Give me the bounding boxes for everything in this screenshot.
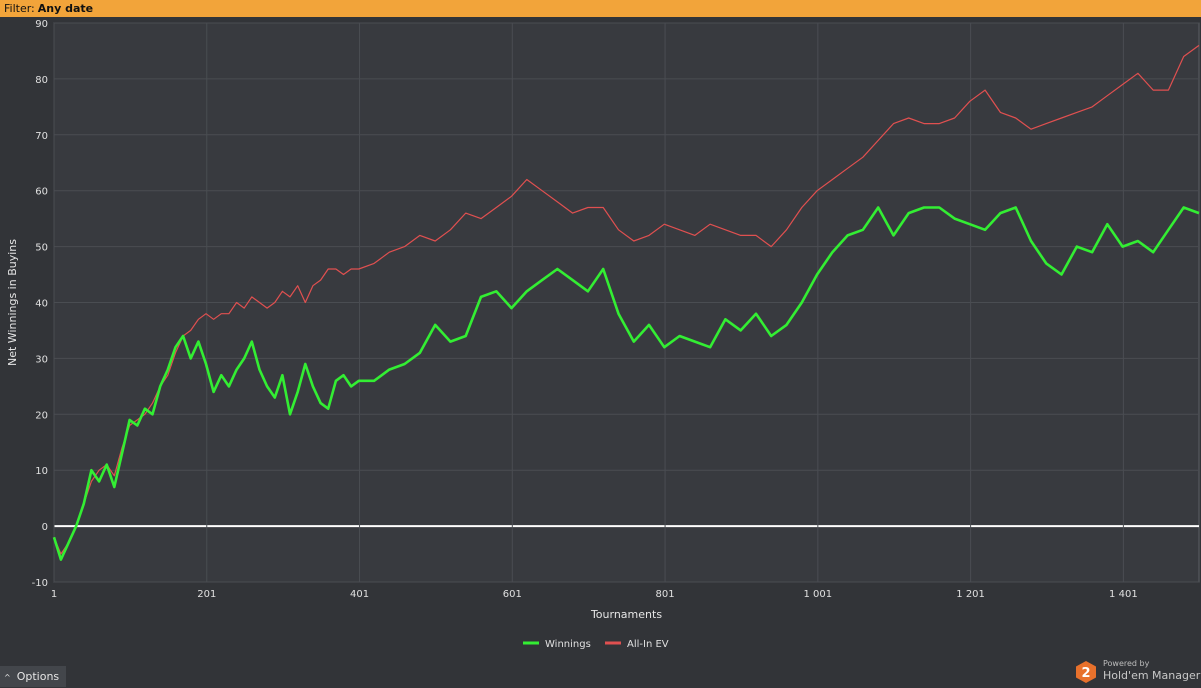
filter-bar[interactable]: Filter: Any date [0,0,1201,17]
powered-by-text: Powered by [1103,659,1150,668]
chart-legend: Winnings All-In EV [523,639,669,650]
x-tick-label: 1 001 [804,589,833,600]
legend-item-all-in-ev: All-In EV [605,639,669,650]
x-tick-label: 201 [197,589,216,600]
badge-number: 2 [1081,666,1090,681]
options-button[interactable]: ^ Options [0,666,66,687]
y-tick-label: 60 [35,187,48,198]
y-tick-label: 80 [35,75,48,86]
x-tick-label: 1 [51,589,57,600]
y-tick-label: -10 [32,578,48,589]
series-winnings [52,206,1200,561]
series-all-in-ev [53,44,1200,555]
x-tick-label: 401 [350,589,369,600]
legend-label: All-In EV [627,639,669,650]
brand-logo: 2 Powered by Hold'em Manager [1074,658,1201,687]
x-tick-label: 801 [656,589,675,600]
product-name: Hold'em Manager [1103,669,1201,682]
y-tick-label: 50 [35,243,48,254]
y-tick-label: 0 [42,522,48,533]
winnings-chart: -10 0 10 20 30 40 50 60 70 80 90 1 201 401 601 801 1 00… [6,19,1200,650]
legend-label: Winnings [545,639,591,650]
y-tick-label: 40 [35,299,48,310]
x-axis-title: Tournaments [590,608,662,621]
y-tick-label: 70 [35,131,48,142]
y-tick-label: 90 [35,19,48,30]
y-tick-label: 20 [35,410,48,421]
caret-up-icon: ^ [4,673,11,682]
filter-label: Filter: [4,2,35,15]
legend-item-winnings: Winnings [523,639,591,650]
x-tick-label: 1 201 [956,589,985,600]
y-tick-label: 30 [35,354,48,365]
hm2-logo-icon: 2 [1076,661,1096,683]
y-axis-title: Net Winnings in Buyins [6,239,19,366]
options-label: Options [16,670,60,683]
y-tick-label: 10 [35,466,48,477]
x-tick-label: 1 401 [1109,589,1138,600]
x-tick-label: 601 [503,589,522,600]
filter-value: Any date [37,2,94,15]
